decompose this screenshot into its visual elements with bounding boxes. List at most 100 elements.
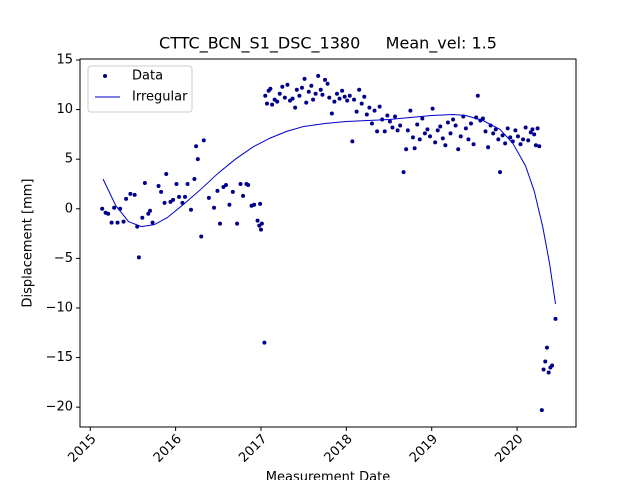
plot-frame [79, 58, 577, 428]
data-point [275, 99, 280, 104]
data-point [387, 119, 392, 124]
data-point [405, 128, 410, 133]
data-point [268, 86, 273, 91]
data-point [188, 207, 193, 212]
data-point [451, 117, 456, 122]
data-point [159, 189, 164, 194]
data-point [546, 370, 551, 375]
data-point [241, 193, 246, 198]
data-point [156, 183, 161, 188]
legend-box [87, 65, 193, 113]
legend-marker [103, 74, 107, 78]
data-point [362, 94, 367, 99]
data-point [174, 181, 179, 186]
data-point [471, 142, 476, 147]
data-point [375, 129, 380, 134]
data-point [164, 172, 169, 177]
data-point [440, 136, 445, 141]
data-point [112, 205, 117, 210]
data-point [553, 316, 558, 321]
data-point [518, 142, 523, 147]
data-point [530, 127, 535, 132]
data-point [480, 116, 485, 121]
data-point [367, 105, 372, 110]
data-point [521, 137, 526, 142]
data-point [263, 93, 268, 98]
y-tick-label: 15 [56, 52, 73, 67]
data-point [100, 206, 105, 211]
data-point [537, 144, 542, 149]
data-point [493, 127, 498, 132]
data-point [171, 197, 176, 202]
data-point [505, 126, 510, 131]
data-point [294, 87, 299, 92]
data-point [377, 104, 382, 109]
data-point [146, 211, 151, 216]
data-point [258, 227, 263, 232]
data-point [528, 130, 533, 135]
y-tick-label: −5 [54, 251, 73, 266]
data-point [327, 95, 332, 100]
y-tick-label: 5 [65, 152, 73, 167]
data-point [255, 218, 260, 223]
data-point [192, 177, 197, 182]
data-point [140, 215, 145, 220]
data-point [354, 109, 359, 114]
y-tick-label: 0 [65, 201, 73, 216]
data-point [136, 255, 141, 260]
data-point [539, 408, 544, 413]
data-point [372, 108, 377, 113]
legend-label: Irregular [132, 90, 188, 105]
data-point [458, 134, 463, 139]
data-point [486, 145, 491, 150]
data-point [262, 340, 267, 345]
data-point [280, 84, 285, 89]
data-point [235, 221, 240, 226]
data-point [299, 85, 304, 90]
data-point [162, 200, 167, 205]
data-point [311, 97, 316, 102]
data-point [306, 89, 311, 94]
data-point [258, 201, 263, 206]
data-point [369, 121, 374, 126]
y-tick-label: 10 [56, 102, 73, 117]
data-point [297, 93, 302, 98]
data-point [340, 88, 345, 93]
data-point [550, 363, 555, 368]
data-point [106, 211, 111, 216]
data-point [390, 125, 395, 130]
y-tick-label: −10 [46, 300, 73, 315]
data-point [445, 120, 450, 125]
data-point [337, 96, 342, 101]
data-point [259, 221, 264, 226]
data-point [498, 170, 503, 175]
data-point [109, 220, 114, 225]
data-point [544, 345, 549, 350]
data-point [342, 94, 347, 99]
data-point [318, 87, 323, 92]
data-point [466, 137, 471, 142]
data-point [435, 128, 440, 133]
data-point [132, 192, 137, 197]
data-point [183, 194, 188, 199]
data-point [115, 220, 120, 225]
data-point [526, 138, 531, 143]
data-point [302, 76, 307, 81]
data-point [293, 105, 298, 110]
data-point [420, 116, 425, 121]
data-point [508, 135, 513, 140]
data-point [382, 129, 387, 134]
data-point [425, 127, 430, 132]
data-point [215, 188, 220, 193]
data-point [124, 196, 129, 201]
data-point [364, 112, 369, 117]
data-point [468, 121, 473, 126]
data-point [395, 128, 400, 133]
data-point [329, 111, 334, 116]
data-point [503, 141, 508, 146]
data-point [523, 125, 528, 130]
data-point [177, 194, 182, 199]
data-point [428, 134, 433, 139]
data-point [304, 100, 309, 105]
data-point [323, 77, 328, 82]
